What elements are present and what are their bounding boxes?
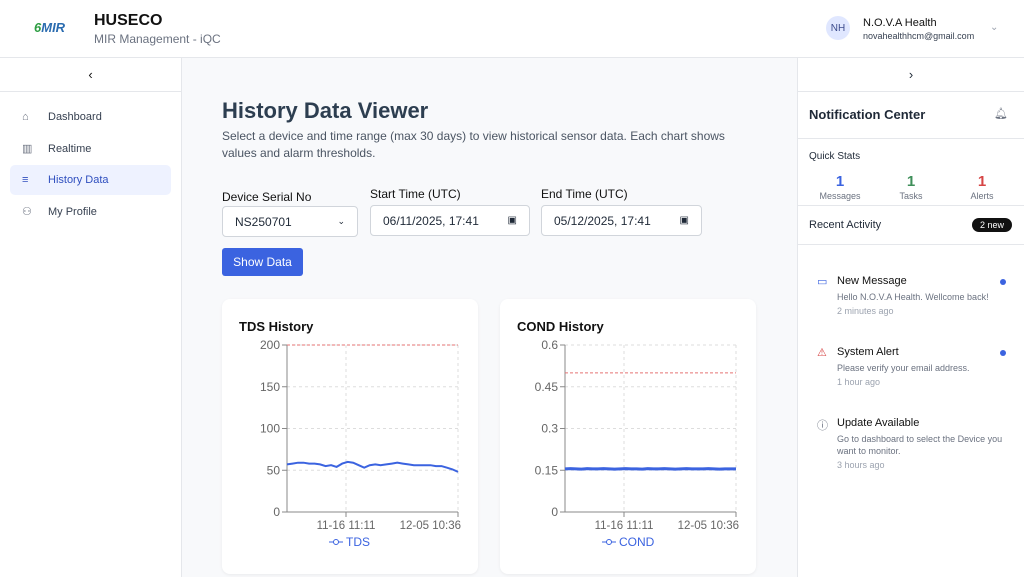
cond-chart-card: COND History 0 0.15 0.3 0.45 0.6 11-16 11:11 1… — [500, 299, 756, 574]
unread-dot — [1000, 279, 1006, 285]
main-content: History Data Viewer Select a device and … — [182, 58, 797, 577]
app-header: 6MIR HUSECO MIR Management - iQC NH N.O.… — [0, 0, 1024, 58]
info-icon: ⓘ — [817, 420, 828, 432]
start-time-label: Start Time (UTC) — [370, 187, 461, 201]
start-time-value: 06/11/2025, 17:41 — [383, 213, 479, 228]
chevron-down-icon: ⌄ — [337, 216, 345, 226]
legend-marker-dot — [606, 539, 612, 545]
start-time-input[interactable]: 06/11/2025, 17:41 ▣ — [370, 205, 530, 236]
y-tick-label: 150 — [260, 380, 280, 394]
y-tick-label: 0.45 — [535, 380, 559, 394]
tds-chart: 0 50 100 150 200 11-16 11:11 12-05 10:36 TDS — [260, 338, 461, 549]
home-icon: ⌂ — [22, 111, 29, 123]
sidebar-item-label: Realtime — [48, 142, 92, 155]
stat-alerts: 1 Alerts — [947, 173, 1017, 201]
database-icon: ≡ — [22, 174, 29, 186]
activity-message: Go to dashboard to select the Device you… — [837, 434, 1003, 456]
activity-time: 3 hours ago — [837, 460, 885, 470]
avatar[interactable]: NH — [826, 16, 850, 40]
stat-value: 1 — [977, 173, 987, 190]
legend-label: COND — [619, 535, 655, 549]
activity-title: Update Available — [837, 417, 920, 429]
user-name[interactable]: N.O.V.A Health — [863, 17, 937, 29]
activity-item[interactable]: ⓘ Update Available Go to dashboard to se… — [798, 417, 1024, 477]
page-description: Select a device and time range (max 30 d… — [222, 129, 725, 160]
activity-item[interactable]: ⚠ System Alert Please verify your email … — [798, 346, 1024, 406]
collapse-sidebar-button[interactable]: ‹ — [0, 58, 181, 92]
bar-chart-icon: ▥ — [22, 143, 33, 155]
panel-title: Notification Center — [809, 107, 926, 122]
stat-label: Messages — [819, 191, 861, 201]
y-tick-label: 0 — [551, 505, 558, 519]
sidebar-item-my-profile[interactable]: ⚇ My Profile — [10, 197, 171, 227]
activity-message: Please verify your email address. — [837, 363, 970, 373]
device-label: Device Serial No — [222, 190, 312, 204]
stat-label: Alerts — [970, 191, 994, 201]
y-tick-label: 0.3 — [541, 422, 558, 436]
stat-value: 1 — [835, 173, 845, 190]
calendar-icon[interactable]: ▣ — [679, 215, 689, 226]
device-value: NS250701 — [235, 214, 292, 229]
activity-title: New Message — [837, 275, 907, 287]
y-tick-label: 200 — [260, 338, 280, 352]
show-data-button[interactable]: Show Data — [222, 248, 303, 276]
activity-title: System Alert — [837, 346, 899, 358]
device-select[interactable]: NS250701 ⌄ — [222, 206, 358, 237]
activity-time: 2 minutes ago — [837, 306, 894, 316]
sidebar: ‹ ⌂ Dashboard ▥ Realtime ≡ History Data ⚇ My… — [0, 58, 182, 577]
tds-chart-card: TDS History 0 50 100 150 200 11-16 11:11 12-05… — [222, 299, 478, 574]
x-tick-label: 12-05 10:36 — [400, 520, 461, 532]
collapse-panel-button[interactable]: › — [798, 58, 1024, 92]
cond-chart: 0 0.15 0.3 0.45 0.6 11-16 11:11 12-05 10:36 CON… — [535, 338, 739, 549]
y-tick-label: 0 — [273, 505, 280, 519]
chart-title: TDS History — [239, 319, 314, 334]
legend-label: TDS — [346, 535, 370, 549]
app-subtitle: MIR Management - iQC — [94, 32, 221, 46]
x-tick-label: 11-16 11:11 — [595, 520, 654, 532]
sidebar-item-label: My Profile — [48, 205, 97, 218]
sidebar-item-dashboard[interactable]: ⌂ Dashboard — [10, 102, 171, 132]
sidebar-item-realtime[interactable]: ▥ Realtime — [10, 134, 171, 164]
activity-time: 1 hour ago — [837, 377, 881, 387]
end-time-value: 05/12/2025, 17:41 — [554, 213, 651, 228]
notification-panel: › Notification Center 🔔︎ Quick Stats 1 Mes… — [797, 58, 1024, 577]
warning-icon: ⚠ — [817, 347, 827, 359]
quick-stats-label: Quick Stats — [809, 151, 861, 162]
end-time-input[interactable]: 05/12/2025, 17:41 ▣ — [541, 205, 702, 236]
calendar-icon[interactable]: ▣ — [507, 215, 517, 226]
legend-marker-dot — [333, 539, 339, 545]
y-tick-label: 50 — [267, 463, 281, 477]
new-badge: 2 new — [971, 218, 1012, 232]
y-tick-label: 100 — [260, 422, 280, 436]
bell-icon[interactable]: 🔔︎ — [994, 108, 1008, 120]
stat-messages: 1 Messages — [805, 173, 875, 201]
message-icon: ▭ — [817, 276, 828, 288]
stat-label: Tasks — [899, 191, 923, 201]
user-icon: ⚇ — [22, 206, 32, 218]
x-tick-label: 11-16 11:11 — [317, 520, 376, 532]
chart-title: COND History — [517, 319, 604, 334]
stat-value: 1 — [906, 173, 916, 190]
activity-item[interactable]: ▭ New Message Hello N.O.V.A Health. Well… — [798, 275, 1024, 335]
stat-tasks: 1 Tasks — [876, 173, 946, 201]
sidebar-item-label: History Data — [48, 174, 109, 186]
x-tick-label: 12-05 10:36 — [678, 520, 739, 532]
app-title: HUSECO — [94, 12, 163, 29]
y-tick-label: 0.6 — [541, 338, 558, 352]
series-line — [564, 467, 736, 471]
logo: 6MIR — [34, 20, 66, 35]
sidebar-item-label: Dashboard — [48, 111, 102, 123]
page-title: History Data Viewer — [222, 98, 429, 123]
activity-message: Hello N.O.V.A Health. Wellcome back! — [837, 292, 989, 302]
y-tick-label: 0.15 — [535, 463, 559, 477]
sidebar-item-history-data[interactable]: ≡ History Data — [10, 165, 171, 195]
series-line — [286, 460, 459, 473]
recent-activity-label: Recent Activity — [809, 219, 882, 231]
chevron-down-icon[interactable]: ⌄ — [990, 22, 999, 33]
end-time-label: End Time (UTC) — [541, 187, 628, 201]
user-email: novahealthhcm@gmail.com — [863, 31, 975, 41]
unread-dot — [1000, 350, 1006, 356]
